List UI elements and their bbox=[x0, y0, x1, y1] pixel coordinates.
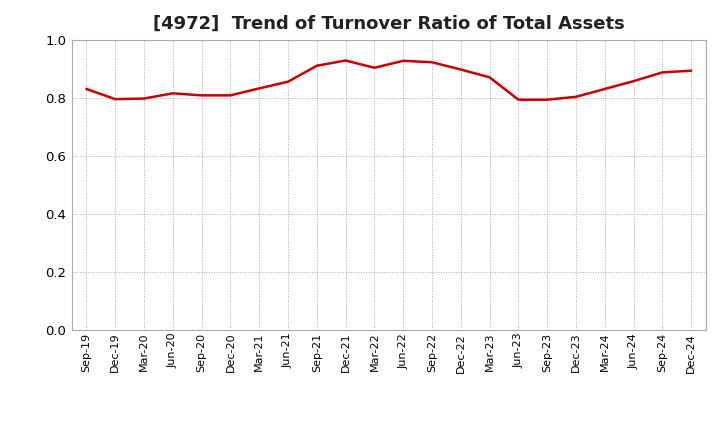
Title: [4972]  Trend of Turnover Ratio of Total Assets: [4972] Trend of Turnover Ratio of Total … bbox=[153, 15, 625, 33]
